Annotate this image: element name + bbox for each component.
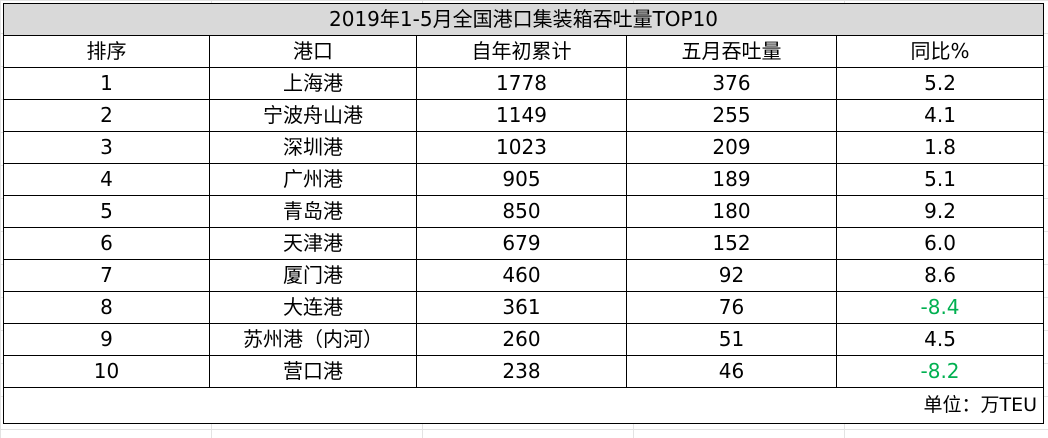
cell-port: 宁波舟山港 (209, 99, 417, 132)
cell-ytd: 1149 (416, 99, 627, 132)
table-row: 9 苏州港（内河） 260 51 4.5 (3, 323, 1045, 356)
cell-rank: 4 (3, 163, 210, 196)
cell-rank: 5 (3, 195, 210, 228)
cell-may: 209 (626, 131, 837, 164)
cell-ytd: 1023 (416, 131, 627, 164)
cell-yoy: 1.8 (835, 131, 1045, 164)
cell-port: 营口港 (209, 355, 417, 388)
port-throughput-table: 2019年1-5月全国港口集装箱吞吐量TOP10 排序 港口 自年初累计 五月吞… (2, 3, 1045, 424)
table-title: 2019年1-5月全国港口集装箱吞吐量TOP10 (2, 3, 1045, 36)
cell-may: 189 (626, 163, 837, 196)
cell-yoy: 5.1 (835, 163, 1045, 196)
cell-may: 376 (626, 67, 837, 100)
cell-rank: 7 (3, 259, 210, 292)
cell-rank: 1 (3, 67, 210, 100)
table-title-row: 2019年1-5月全国港口集装箱吞吐量TOP10 (2, 3, 1045, 36)
cell-may: 180 (626, 195, 837, 228)
cell-yoy: -8.2 (835, 355, 1045, 388)
cell-port: 大连港 (209, 291, 417, 324)
cell-port: 青岛港 (209, 195, 417, 228)
header-rank: 排序 (3, 35, 210, 68)
cell-ytd: 361 (416, 291, 627, 324)
cell-yoy: 6.0 (835, 227, 1045, 260)
cell-may: 152 (626, 227, 837, 260)
cell-rank: 9 (3, 323, 210, 356)
cell-rank: 3 (3, 131, 210, 164)
table-row: 2 宁波舟山港 1149 255 4.1 (3, 99, 1045, 132)
table-row: 1 上海港 1778 376 5.2 (3, 67, 1045, 100)
cell-port: 厦门港 (209, 259, 417, 292)
cell-ytd: 260 (416, 323, 627, 356)
table-row: 10 营口港 238 46 -8.2 (3, 355, 1045, 388)
unit-note: 单位：万TEU (2, 387, 1045, 424)
table-row: 3 深圳港 1023 209 1.8 (3, 131, 1045, 164)
unit-note-row: 单位：万TEU (2, 387, 1045, 424)
cell-yoy: 9.2 (835, 195, 1045, 228)
cell-yoy: 5.2 (835, 67, 1045, 100)
cell-yoy: 4.1 (835, 99, 1045, 132)
table-header-row: 排序 港口 自年初累计 五月吞吐量 同比% (3, 35, 1045, 68)
table-row: 7 厦门港 460 92 8.6 (3, 259, 1045, 292)
header-yoy: 同比% (835, 35, 1045, 68)
cell-rank: 10 (3, 355, 210, 388)
cell-may: 46 (626, 355, 837, 388)
header-port: 港口 (209, 35, 417, 68)
cell-yoy: -8.4 (835, 291, 1045, 324)
cell-yoy: 8.6 (835, 259, 1045, 292)
cell-rank: 8 (3, 291, 210, 324)
cell-may: 51 (626, 323, 837, 356)
cell-ytd: 460 (416, 259, 627, 292)
cell-ytd: 238 (416, 355, 627, 388)
table-row: 4 广州港 905 189 5.1 (3, 163, 1045, 196)
cell-may: 255 (626, 99, 837, 132)
cell-ytd: 1778 (416, 67, 627, 100)
cell-port: 广州港 (209, 163, 417, 196)
cell-rank: 2 (3, 99, 210, 132)
table-row: 5 青岛港 850 180 9.2 (3, 195, 1045, 228)
header-ytd: 自年初累计 (416, 35, 627, 68)
cell-port: 苏州港（内河） (209, 323, 417, 356)
header-may: 五月吞吐量 (626, 35, 837, 68)
cell-yoy: 4.5 (835, 323, 1045, 356)
cell-ytd: 905 (416, 163, 627, 196)
cell-port: 深圳港 (209, 131, 417, 164)
cell-ytd: 679 (416, 227, 627, 260)
cell-ytd: 850 (416, 195, 627, 228)
table-row: 8 大连港 361 76 -8.4 (3, 291, 1045, 324)
cell-port: 上海港 (209, 67, 417, 100)
cell-rank: 6 (3, 227, 210, 260)
cell-port: 天津港 (209, 227, 417, 260)
cell-may: 76 (626, 291, 837, 324)
cell-may: 92 (626, 259, 837, 292)
table-row: 6 天津港 679 152 6.0 (3, 227, 1045, 260)
